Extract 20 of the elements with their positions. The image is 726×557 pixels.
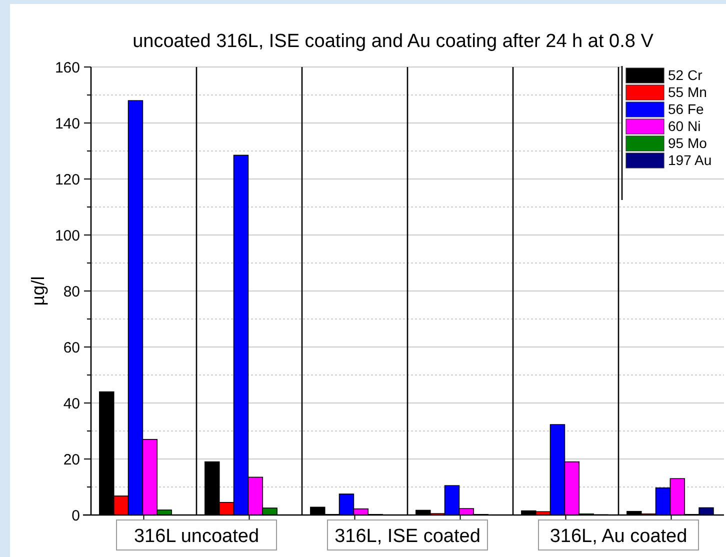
legend-label: 197 Au <box>668 152 712 168</box>
y-axis-title: µg/l <box>28 276 48 306</box>
y-tick-label: 20 <box>63 451 80 468</box>
text: 316L, ISE coated <box>334 526 480 547</box>
y-tick-label: 0 <box>72 507 80 524</box>
text: 316L, Au coated <box>550 526 688 547</box>
y-tick-label: 60 <box>63 339 80 356</box>
chart-title: uncoated 316L, ISE coating and Au coating after 24 h at 0.8 V <box>132 31 654 52</box>
legend-label: 55 Mn <box>668 84 707 100</box>
y-tick-label: 140 <box>54 115 80 132</box>
y-tick-label: 160 <box>54 59 80 76</box>
y-tick-label: 40 <box>63 395 80 412</box>
y-tick-label: 120 <box>54 171 80 188</box>
y-tick-label: 80 <box>63 283 80 300</box>
y-tick-label: 100 <box>54 227 80 244</box>
legend-label: 95 Mo <box>668 135 708 151</box>
legend-label: 52 Cr <box>668 67 703 83</box>
legend-label: 56 Fe <box>668 101 704 117</box>
text: 316L uncoated <box>134 526 260 547</box>
legend-label: 60 Ni <box>668 118 701 134</box>
